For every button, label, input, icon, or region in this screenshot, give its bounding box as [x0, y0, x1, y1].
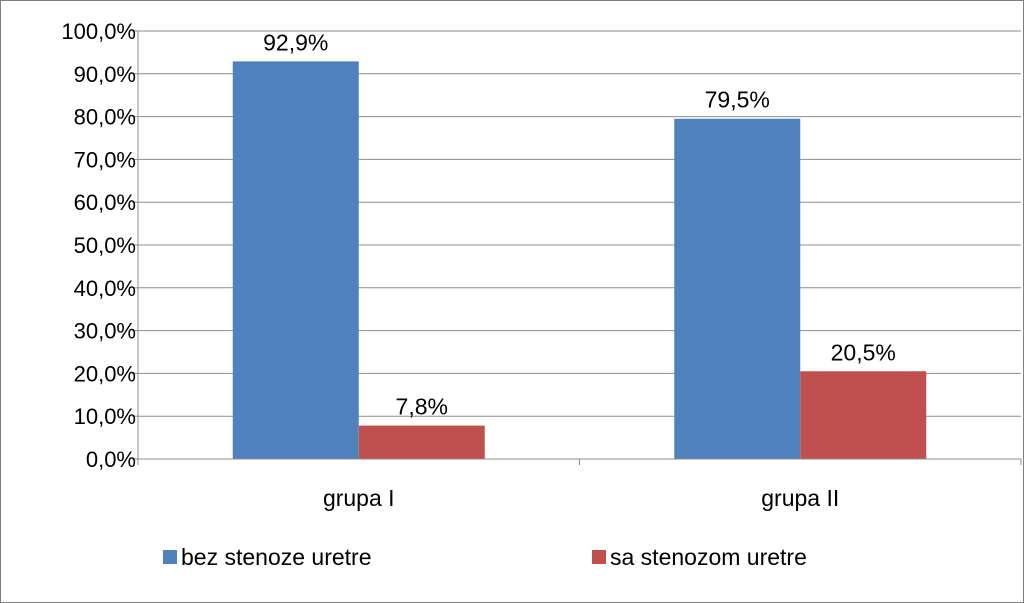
x-category-label: grupa I — [323, 485, 395, 511]
y-tick-label: 50,0% — [74, 233, 136, 258]
data-label: 7,8% — [396, 394, 448, 420]
legend-label: sa stenozom uretre — [610, 544, 807, 570]
y-tick-label: 70,0% — [74, 147, 136, 172]
y-tick-label: 20,0% — [74, 361, 136, 386]
y-tick-label: 10,0% — [74, 404, 136, 429]
legend-item: sa stenozom uretre — [592, 544, 807, 570]
bar — [232, 61, 359, 459]
data-labels: 92,9% 7,8% 79,5% 20,5% — [263, 29, 896, 419]
y-tick-label: 30,0% — [74, 319, 136, 344]
legend-swatch — [163, 550, 177, 564]
data-label: 79,5% — [705, 87, 770, 113]
legend-item: bez stenoze uretre — [163, 544, 372, 570]
y-tick-label: 40,0% — [74, 276, 136, 301]
legend-swatch — [592, 550, 606, 564]
bar — [674, 118, 801, 460]
bar — [358, 425, 485, 459]
bars — [232, 61, 927, 460]
axes: 0,0% 10,0% 20,0% 30,0% 40,0% 50,0% 60,0% 70,0% 8… — [61, 19, 1022, 511]
y-tick-label: 80,0% — [74, 105, 136, 130]
legend: bez stenoze uretre sa stenozom uretre — [163, 544, 807, 570]
legend-label: bez stenoze uretre — [181, 544, 372, 570]
data-label: 20,5% — [831, 339, 896, 365]
y-tick-label: 0,0% — [86, 447, 136, 472]
y-tick-label: 100,0% — [61, 19, 136, 44]
y-tick-label: 90,0% — [74, 62, 136, 87]
data-label: 92,9% — [263, 29, 328, 55]
y-tick-label: 60,0% — [74, 190, 136, 215]
x-category-label: grupa II — [761, 485, 839, 511]
bar — [800, 371, 927, 459]
